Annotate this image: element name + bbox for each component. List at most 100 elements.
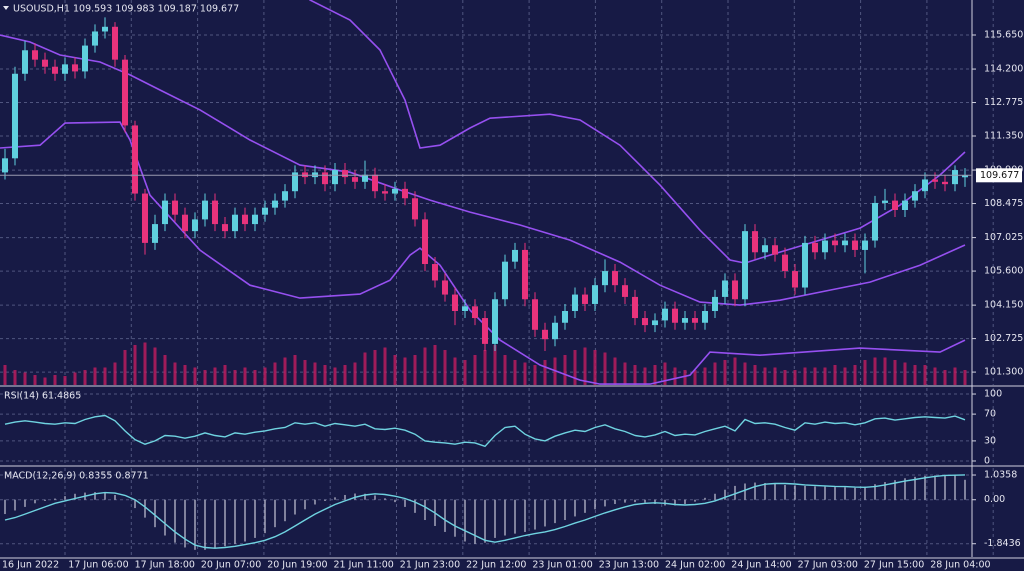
candle-body (682, 318, 688, 323)
volume-bar (933, 367, 937, 385)
volume-bar (743, 362, 747, 385)
candle-body (572, 294, 578, 312)
volume-bar (253, 370, 257, 385)
candle-body (142, 193, 148, 243)
candle-body (382, 191, 388, 194)
last-price-box (976, 168, 1022, 183)
candle-body (702, 311, 708, 323)
x-tick-label: 23 Jun 13:00 (599, 560, 659, 571)
candle-body (942, 181, 948, 185)
candle-body (362, 174, 368, 182)
candle-body (592, 285, 598, 304)
y-tick-label: 111.350 (984, 131, 1023, 142)
volume-bar (363, 352, 367, 385)
volume-bar (673, 367, 677, 385)
candle-body (772, 245, 778, 255)
y-tick-label: 115.650 (984, 30, 1023, 41)
volume-bar (733, 357, 737, 385)
volume-bar (203, 370, 207, 385)
candle-body (272, 200, 278, 208)
volume-bar (3, 365, 7, 385)
volume-bar (283, 357, 287, 385)
chart-title: USOUSD,H1 109.593 109.983 109.187 109.67… (13, 4, 239, 15)
x-tick-label: 16 Jun 2022 (2, 560, 59, 571)
candle-body (922, 179, 928, 192)
volume-bar (943, 370, 947, 385)
volume-bar (373, 350, 377, 385)
volume-bar (13, 370, 17, 385)
y-tick-label: 1.0358 (984, 470, 1017, 481)
candle-body (872, 202, 878, 241)
candle-body (732, 280, 738, 300)
volume-bar (783, 370, 787, 385)
volume-bar (583, 347, 587, 385)
candle-body (892, 200, 898, 210)
volume-bar (483, 350, 487, 385)
volume-bar (263, 367, 267, 385)
candle-body (152, 224, 158, 243)
volume-bar (963, 370, 967, 385)
candle-body (172, 200, 178, 215)
candle-body (622, 285, 628, 297)
volume-bar (543, 360, 547, 385)
candle-body (432, 264, 438, 281)
x-tick-label: 20 Jun 07:00 (201, 560, 261, 571)
candle-body (862, 240, 868, 250)
candle-body (632, 296, 638, 319)
candle-body (2, 158, 8, 173)
volume-bar (433, 345, 437, 385)
volume-bar (823, 367, 827, 385)
volume-bar (693, 370, 697, 385)
candle-body (372, 174, 378, 192)
volume-bar (573, 350, 577, 385)
volume-bar (213, 367, 217, 385)
candle-body (662, 308, 668, 321)
candle-body (822, 240, 828, 253)
price-plot (0, 0, 968, 385)
volume-bar (173, 362, 177, 385)
rsi-line (4, 414, 966, 448)
x-tick-label: 24 Jun 14:00 (731, 560, 791, 571)
candle-body (532, 299, 538, 330)
candle-body (752, 231, 758, 253)
candle-body (92, 31, 98, 46)
volume-bar (713, 362, 717, 385)
volume-bar (63, 376, 67, 385)
candle-body (102, 26, 108, 32)
x-tick-label: 21 Jun 11:00 (334, 560, 394, 571)
x-tick-label: 20 Jun 19:00 (267, 560, 327, 571)
volume-bar (293, 355, 297, 385)
volume-bar (393, 355, 397, 385)
candle-body (742, 231, 748, 300)
volume-bar (613, 357, 617, 385)
volume-bar (813, 367, 817, 385)
volume-bar (343, 365, 347, 385)
volume-bar (593, 350, 597, 385)
candle-body (412, 198, 418, 220)
candle-body (782, 254, 788, 272)
volume-bar (883, 357, 887, 385)
menu-arrow (3, 6, 9, 10)
y-tick-label: 70 (984, 409, 996, 420)
volume-bar (523, 362, 527, 385)
volume-bar (563, 355, 567, 385)
candle-body (212, 200, 218, 225)
volume-bar (133, 345, 137, 385)
volume-bar (873, 357, 877, 385)
volume-bar (493, 345, 497, 385)
volume-bar (463, 360, 467, 385)
candle-body (252, 214, 258, 225)
candle-body (312, 172, 318, 178)
volume-bar (423, 347, 427, 385)
volume-bar (183, 365, 187, 385)
x-tick-label: 17 Jun 06:00 (68, 560, 128, 571)
candle-body (192, 219, 198, 232)
volume-bar (923, 365, 927, 385)
candle-body (562, 311, 568, 323)
volume-bar (333, 367, 337, 385)
candle-body (722, 280, 728, 297)
volume-bar (53, 375, 57, 385)
candle-body (392, 188, 398, 194)
volume-bar (803, 367, 807, 385)
